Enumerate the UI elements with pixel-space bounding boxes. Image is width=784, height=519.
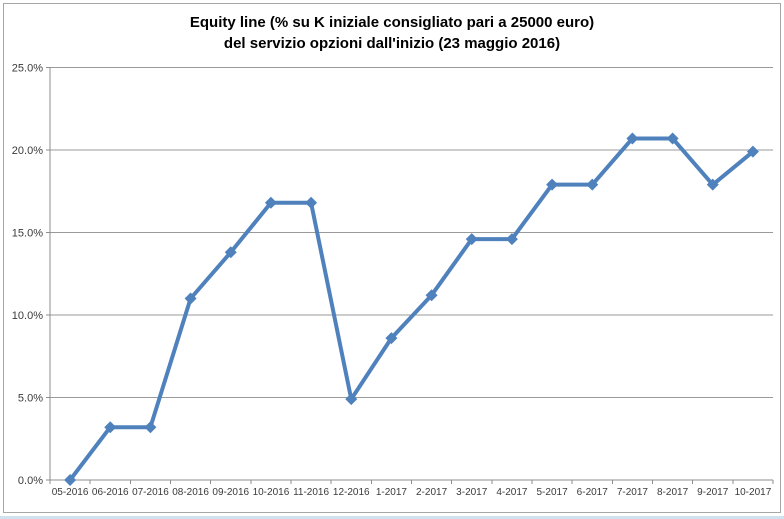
data-point-marker — [305, 196, 318, 209]
data-point-marker — [264, 196, 277, 209]
data-point-marker — [385, 332, 398, 345]
x-tick-label: 06-2016 — [92, 487, 129, 498]
x-tick-label: 10-2016 — [253, 487, 290, 498]
data-point-marker — [465, 233, 478, 246]
x-tick-label: 05-2016 — [52, 487, 89, 498]
series-line-equity-line — [68, 136, 755, 482]
y-tick-label: 20.0% — [12, 145, 43, 157]
data-point-marker — [505, 233, 518, 246]
y-tick-label: 15.0% — [12, 228, 43, 240]
x-tick-label: 3-2017 — [456, 487, 488, 498]
x-tick-label: 7-2017 — [617, 487, 649, 498]
x-tick-label: 07-2016 — [132, 487, 169, 498]
x-tick-label: 6-2017 — [577, 487, 609, 498]
y-tick-label: 5.0% — [18, 393, 43, 405]
footer-strip — [0, 516, 784, 519]
x-tick-label: 09-2016 — [212, 487, 249, 498]
x-tick-label: 10-2017 — [735, 487, 772, 498]
data-point-marker — [706, 178, 719, 191]
x-tick-label: 4-2017 — [496, 487, 528, 498]
x-tick-label: 1-2017 — [376, 487, 408, 498]
data-point-marker — [425, 289, 438, 302]
x-tick-label: 12-2016 — [333, 487, 370, 498]
data-point-marker — [104, 421, 117, 434]
data-point-marker — [666, 132, 679, 145]
data-point-marker — [746, 145, 759, 158]
data-point-marker — [586, 178, 599, 191]
x-tick-label: 08-2016 — [172, 487, 209, 498]
x-tick-label: 11-2016 — [293, 487, 329, 498]
data-point-marker — [345, 393, 358, 406]
data-point-marker — [546, 178, 559, 191]
x-tick-label: 2-2017 — [416, 487, 448, 498]
y-tick-label: 10.0% — [12, 310, 43, 322]
data-point-marker — [224, 246, 237, 259]
x-tick-label: 5-2017 — [537, 487, 569, 498]
y-tick-label: 25.0% — [12, 63, 43, 75]
data-point-marker — [144, 421, 157, 434]
x-tick-label: 8-2017 — [657, 487, 689, 498]
data-point-marker — [184, 292, 197, 305]
y-tick-label: 0.0% — [18, 475, 43, 487]
data-point-marker — [64, 474, 77, 486]
chart-border — [3, 3, 781, 513]
x-tick-label: 9-2017 — [697, 487, 729, 498]
data-point-marker — [626, 132, 639, 145]
